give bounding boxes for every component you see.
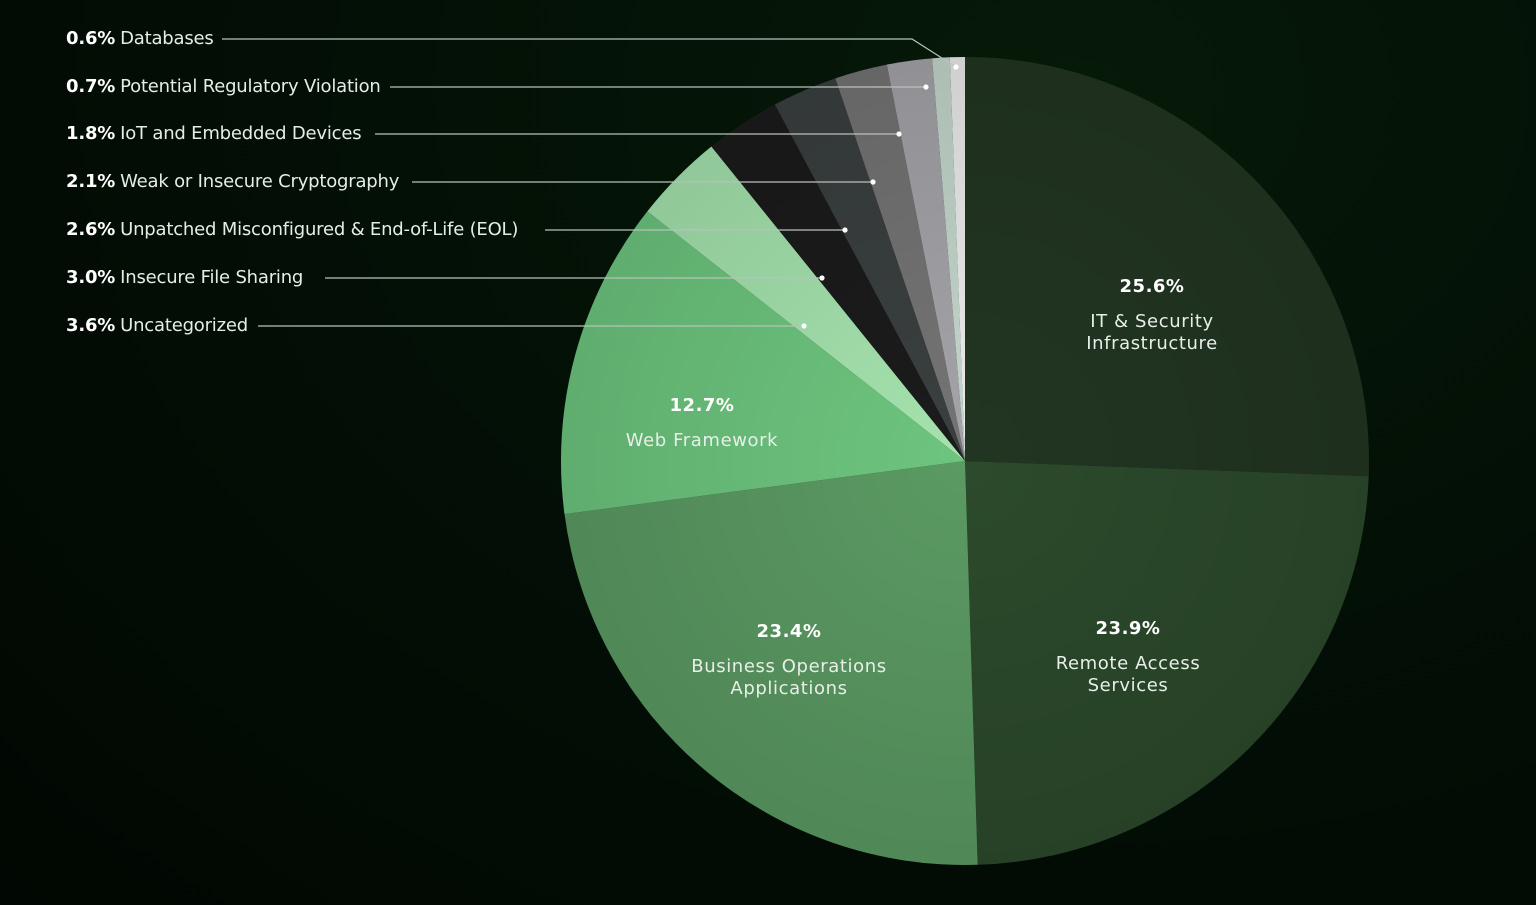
legend-pct: 2.6%	[66, 219, 116, 240]
leader-dot	[896, 131, 902, 137]
legend-pct: 0.7%	[66, 76, 116, 97]
leader-dot	[870, 179, 876, 185]
leader-dot	[953, 64, 959, 70]
legend-name: Uncategorized	[120, 315, 248, 336]
legend-item-uncategorized: 3.6% Uncategorized	[66, 314, 248, 338]
legend-item-unpatched-eol: 2.6% Unpatched Misconfigured & End-of-Lif…	[66, 218, 518, 242]
slice-pct: 23.4%	[756, 621, 822, 642]
legend-pct: 1.8%	[66, 123, 116, 144]
slice-pct: 23.9%	[1095, 618, 1161, 639]
pie-slices	[560, 57, 1369, 865]
leader-dot	[819, 275, 825, 281]
legend-pct: 0.6%	[66, 28, 116, 49]
legend-pct: 3.6%	[66, 315, 116, 336]
legend-name: Insecure File Sharing	[120, 267, 304, 288]
legend-name: Potential Regulatory Violation	[120, 76, 381, 97]
slice-label-remote-access-services: 23.9% Remote Access Services	[1056, 618, 1201, 697]
pie-slice-it-security-infrastructure	[965, 57, 1369, 477]
slice-pct: 25.6%	[1119, 276, 1185, 297]
leader-dot	[842, 227, 848, 233]
legend-item-insecure-file-sharing: 3.0% Insecure File Sharing	[66, 266, 303, 290]
legend-pct: 2.1%	[66, 171, 116, 192]
slice-name: IT & Security	[1090, 311, 1214, 332]
legend-name: IoT and Embedded Devices	[120, 123, 362, 144]
slice-name: Business Operations	[691, 656, 887, 677]
slice-name: Applications	[730, 678, 848, 699]
legend-name: Weak or Insecure Cryptography	[120, 171, 400, 192]
slice-name: Infrastructure	[1086, 333, 1218, 354]
legend-item-iot-embedded-devices: 1.8% IoT and Embedded Devices	[66, 122, 362, 146]
leader-line	[222, 38, 957, 68]
legend-item-potential-regulatory-violation: 0.7% Potential Regulatory Violation	[66, 75, 381, 99]
slice-pct: 12.7%	[669, 395, 735, 416]
slice-name: Web Framework	[625, 430, 779, 451]
leader-dot	[801, 323, 807, 329]
slice-name: Services	[1087, 675, 1169, 696]
legend-item-weak-cryptography: 2.1% Weak or Insecure Cryptography	[66, 170, 399, 194]
slice-label-web-framework: 12.7% Web Framework	[626, 395, 778, 452]
leader-lines	[222, 38, 959, 329]
legend-item-databases: 0.6% Databases	[66, 27, 214, 51]
legend-pct: 3.0%	[66, 267, 116, 288]
legend-name: Databases	[120, 28, 214, 49]
legend-name: Unpatched Misconfigured & End-of-Life (E…	[120, 219, 519, 240]
slice-name: Remote Access	[1055, 653, 1201, 674]
slice-label-it-security-infrastructure: 25.6% IT & Security Infrastructure	[1086, 276, 1218, 355]
leader-dot	[923, 84, 929, 90]
slice-label-business-operations-applications: 23.4% Business Operations Applications	[691, 621, 886, 700]
